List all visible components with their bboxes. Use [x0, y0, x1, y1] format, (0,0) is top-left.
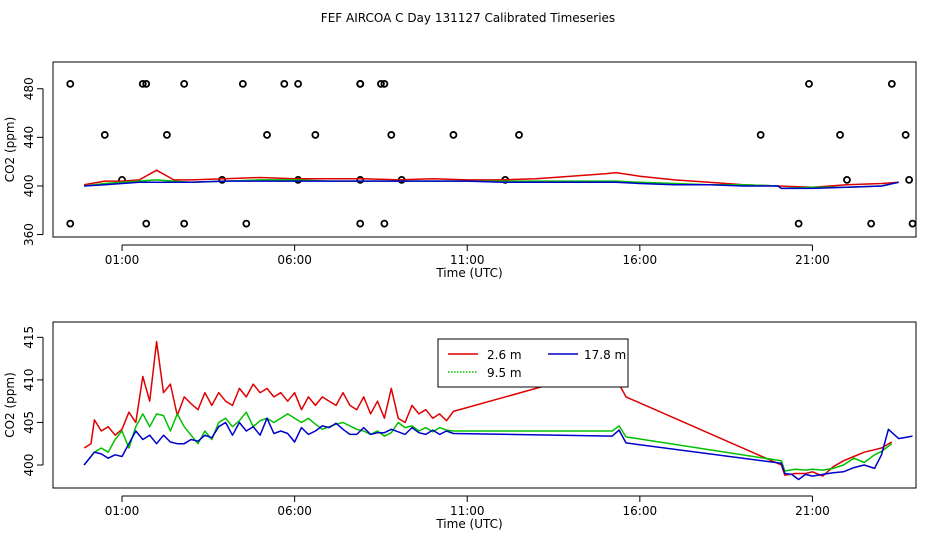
- flag-point: [242, 219, 251, 228]
- x-tick-label: 16:00: [623, 253, 658, 267]
- x-tick-label: 11:00: [450, 504, 485, 518]
- flag-point: [100, 131, 109, 139]
- y-tick-label: 360: [22, 223, 36, 246]
- plot-frame: [52, 61, 917, 238]
- series-line-17-8-m: [84, 180, 899, 190]
- flag-point: [280, 79, 289, 88]
- y-axis-label: CO2 (ppm): [3, 372, 17, 438]
- flag-point: [867, 219, 876, 228]
- x-tick-label: 01:00: [105, 253, 140, 267]
- flag-point: [905, 175, 913, 184]
- x-axis-label: Time (UTC): [435, 266, 502, 280]
- x-tick-label: 16:00: [623, 504, 658, 518]
- flag-point: [263, 131, 271, 139]
- flag-point: [756, 131, 765, 139]
- flag-point: [66, 79, 75, 88]
- top-panel: 01:00 06:00 11:00 16:00 21:00 Time (UTC) 360 40…: [3, 61, 917, 280]
- flag-point: [515, 131, 523, 139]
- flag-point: [387, 131, 396, 139]
- y-axis-label: CO2 (ppm): [3, 117, 17, 183]
- flag-point: [901, 131, 910, 139]
- flag-point: [142, 219, 151, 228]
- y-tick-label: 405: [22, 411, 36, 434]
- y-tick-label: 480: [22, 77, 36, 100]
- flag-point: [142, 79, 151, 88]
- y-tick-label: 400: [22, 454, 36, 477]
- flag-point: [794, 219, 803, 228]
- flag-point: [380, 219, 389, 228]
- flag-point: [805, 79, 813, 88]
- flag-point: [356, 79, 365, 88]
- flag-point: [180, 219, 189, 228]
- flag-point: [311, 131, 320, 139]
- flag-point: [218, 175, 227, 184]
- x-tick-label: 21:00: [795, 253, 830, 267]
- plot-frame: [52, 321, 917, 489]
- legend-box: [437, 338, 629, 388]
- x-tick-label: 21:00: [795, 504, 830, 518]
- flag-point: [138, 79, 147, 88]
- legend-label-9-5m: 9.5 m: [487, 366, 522, 380]
- series-line-17-8-m: [83, 417, 913, 481]
- flag-point: [843, 175, 851, 184]
- flag-point: [449, 131, 458, 139]
- flag-point: [294, 79, 302, 88]
- y-tick-label: 415: [22, 326, 36, 349]
- flag-point: [356, 219, 365, 228]
- y-tick-label: 440: [22, 126, 36, 149]
- flag-point: [836, 131, 844, 139]
- flag-point: [238, 79, 247, 88]
- y-tick-label: 400: [22, 175, 36, 198]
- legend-label-2-6m: 2.6 m: [487, 348, 522, 362]
- x-tick-label: 06:00: [277, 253, 312, 267]
- series-line-2-6-m: [83, 169, 899, 188]
- x-tick-label: 01:00: [105, 504, 140, 518]
- flag-point: [377, 79, 385, 88]
- bottom-panel: 01:00 06:00 11:00 16:00 21:00 Time (UTC) 400 40…: [3, 321, 917, 531]
- legend: 2.6 m 9.5 m 17.8 m: [437, 338, 629, 388]
- x-tick-label: 11:00: [450, 253, 485, 267]
- flag-point: [356, 175, 365, 184]
- flag-point: [180, 79, 189, 88]
- series-line-9-5-m: [83, 411, 893, 472]
- x-axis-label: Time (UTC): [435, 517, 502, 531]
- legend-label-17-8m: 17.8 m: [584, 348, 626, 362]
- flag-point: [887, 79, 896, 88]
- flag-point: [66, 219, 75, 228]
- flag-point: [163, 131, 171, 139]
- figure-title: FEF AIRCOA C Day 131127 Calibrated Times…: [321, 11, 615, 25]
- flag-point: [380, 79, 389, 88]
- y-tick-label: 410: [22, 368, 36, 391]
- x-tick-label: 06:00: [277, 504, 312, 518]
- flag-point: [908, 219, 917, 228]
